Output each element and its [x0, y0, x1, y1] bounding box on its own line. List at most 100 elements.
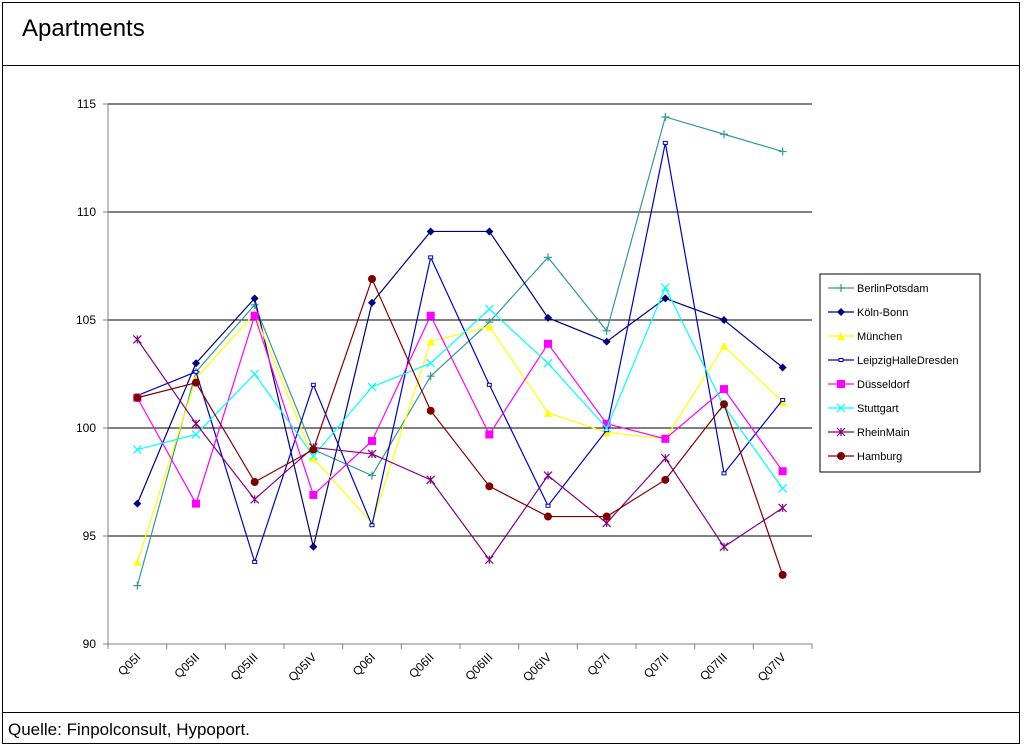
- point-hamburg-Q06IV: [544, 512, 552, 521]
- point-berlinpotsdam-Q07I: [602, 326, 611, 335]
- point-m-nchen-Q05IV: [309, 454, 318, 463]
- legend-label-d-sseldorf: Düsseldorf: [857, 379, 911, 391]
- point-leipzighalledresden-Q07IV: [780, 397, 786, 402]
- x-tick-label-Q05IV: Q05IV: [285, 650, 319, 684]
- point-k-ln-bonn-Q07III: [720, 316, 728, 324]
- point-stuttgart-Q06II: [426, 358, 436, 368]
- legend-marker-k-ln-bonn: [837, 308, 845, 316]
- point-berlinpotsdam-Q07IV: [778, 147, 787, 156]
- legend-label-berlinpotsdam: BerlinPotsdam: [857, 283, 929, 295]
- series-line-berlinpotsdam: [136, 116, 783, 586]
- title-bar: Apartments: [3, 3, 1019, 66]
- series-line-hamburg: [137, 277, 784, 576]
- point-hamburg-Q07II: [661, 475, 670, 484]
- point-berlinpotsdam-Q07III: [720, 130, 728, 139]
- point-k-ln-bonn-Q07II: [661, 294, 670, 303]
- point-d-sseldorf-Q05III: [250, 311, 259, 320]
- point-d-sseldorf-Q06IV: [544, 339, 552, 348]
- series-line-rheinmain: [136, 339, 783, 561]
- point-berlinpotsdam-Q07II: [661, 112, 670, 121]
- point-k-ln-bonn-Q05II: [192, 359, 200, 368]
- point-rheinmain-Q07II: [660, 453, 670, 463]
- point-leipzighalledresden-Q07III: [721, 471, 727, 476]
- point-d-sseldorf-Q07II: [661, 434, 670, 443]
- x-tick-label-Q07II: Q07II: [641, 650, 672, 681]
- point-stuttgart-Q07II: [660, 283, 670, 293]
- series-line-k-ln-bonn: [136, 230, 784, 547]
- point-k-ln-bonn-Q05I: [133, 499, 142, 508]
- legend-label-stuttgart: Stuttgart: [857, 403, 899, 415]
- point-m-nchen-Q06IV: [544, 408, 552, 417]
- y-tick-label-95: 95: [83, 529, 97, 543]
- series-line-leipzighalledresden: [137, 142, 784, 564]
- point-leipzighalledresden-Q06IV: [545, 503, 551, 508]
- point-rheinmain-Q05II: [191, 419, 201, 429]
- point-d-sseldorf-Q06II: [426, 311, 435, 320]
- point-m-nchen-Q07IV: [778, 398, 787, 407]
- chart-title: Apartments: [22, 15, 145, 42]
- legend-marker-berlinpotsdam: [837, 284, 845, 292]
- point-berlinpotsdam-Q06I: [368, 471, 376, 480]
- point-stuttgart-Q05II: [191, 430, 201, 439]
- point-rheinmain-Q06IV: [543, 471, 553, 480]
- point-hamburg-Q06I: [368, 274, 376, 283]
- point-leipzighalledresden-Q05II: [193, 369, 199, 374]
- legend-marker-d-sseldorf: [837, 380, 845, 388]
- legend-label-hamburg: Hamburg: [857, 451, 902, 463]
- legend-marker-rheinmain: [836, 427, 846, 437]
- point-m-nchen-Q07I: [602, 428, 611, 437]
- x-tick-label-Q07IV: Q07IV: [755, 650, 789, 684]
- point-hamburg-Q06III: [485, 482, 494, 491]
- point-k-ln-bonn-Q05IV: [309, 542, 318, 551]
- legend-label-leipzighalledresden: LeipzigHalleDresden: [857, 355, 959, 367]
- point-rheinmain-Q06I: [367, 449, 377, 459]
- series-line-stuttgart: [137, 286, 784, 489]
- point-hamburg-Q07I: [602, 512, 611, 521]
- point-d-sseldorf-Q05IV: [309, 490, 318, 499]
- point-hamburg-Q07III: [720, 400, 728, 409]
- point-stuttgart-Q05I: [132, 445, 142, 455]
- x-tick-label-Q06III: Q06III: [462, 650, 495, 683]
- point-d-sseldorf-Q05II: [192, 499, 200, 508]
- point-stuttgart-Q06I: [367, 382, 377, 392]
- point-m-nchen-Q06III: [485, 322, 494, 331]
- point-hamburg-Q05II: [192, 378, 200, 387]
- x-tick-label-Q07I: Q07I: [584, 650, 612, 678]
- footer-bar: Quelle: Finpolconsult, Hypoport.: [3, 712, 1019, 743]
- series-line-d-sseldorf: [136, 313, 784, 506]
- legend-marker-m-nchen: [837, 332, 845, 340]
- point-rheinmain-Q07III: [719, 542, 729, 552]
- x-tick-label-Q06IV: Q06IV: [520, 650, 554, 684]
- point-d-sseldorf-Q06III: [485, 430, 494, 439]
- point-d-sseldorf-Q06I: [368, 436, 376, 445]
- point-m-nchen-Q06II: [426, 337, 435, 346]
- y-tick-label-100: 100: [76, 421, 96, 435]
- point-k-ln-bonn-Q06I: [368, 298, 376, 307]
- point-berlinpotsdam-Q05I: [133, 581, 142, 590]
- point-leipzighalledresden-Q06III: [486, 382, 492, 387]
- legend-marker-hamburg: [837, 452, 845, 460]
- point-stuttgart-Q07I: [602, 423, 612, 433]
- legend-label-rheinmain: RheinMain: [857, 427, 910, 439]
- point-rheinmain-Q06II: [426, 475, 436, 485]
- point-hamburg-Q05III: [250, 478, 259, 486]
- point-rheinmain-Q06III: [484, 555, 494, 565]
- point-hamburg-Q05I: [133, 393, 142, 402]
- legend-label-k-ln-bonn: Köln-Bonn: [857, 307, 908, 319]
- point-k-ln-bonn-Q07IV: [778, 363, 787, 372]
- x-tick-label-Q05I: Q05I: [115, 650, 143, 678]
- point-hamburg-Q06II: [426, 406, 435, 415]
- series-line-m-nchen: [136, 312, 784, 563]
- x-tick-label-Q05II: Q05II: [171, 650, 202, 681]
- point-m-nchen-Q05I: [133, 557, 142, 566]
- legend-box: [819, 273, 981, 473]
- point-leipzighalledresden-Q06I: [369, 523, 375, 528]
- point-leipzighalledresden-Q07II: [662, 140, 668, 145]
- y-tick-label-110: 110: [77, 205, 96, 219]
- legend-label-m-nchen: München: [857, 331, 902, 343]
- x-tick-label-Q06I: Q06I: [350, 650, 378, 678]
- point-rheinmain-Q05I: [132, 335, 142, 344]
- point-k-ln-bonn-Q06II: [426, 227, 435, 236]
